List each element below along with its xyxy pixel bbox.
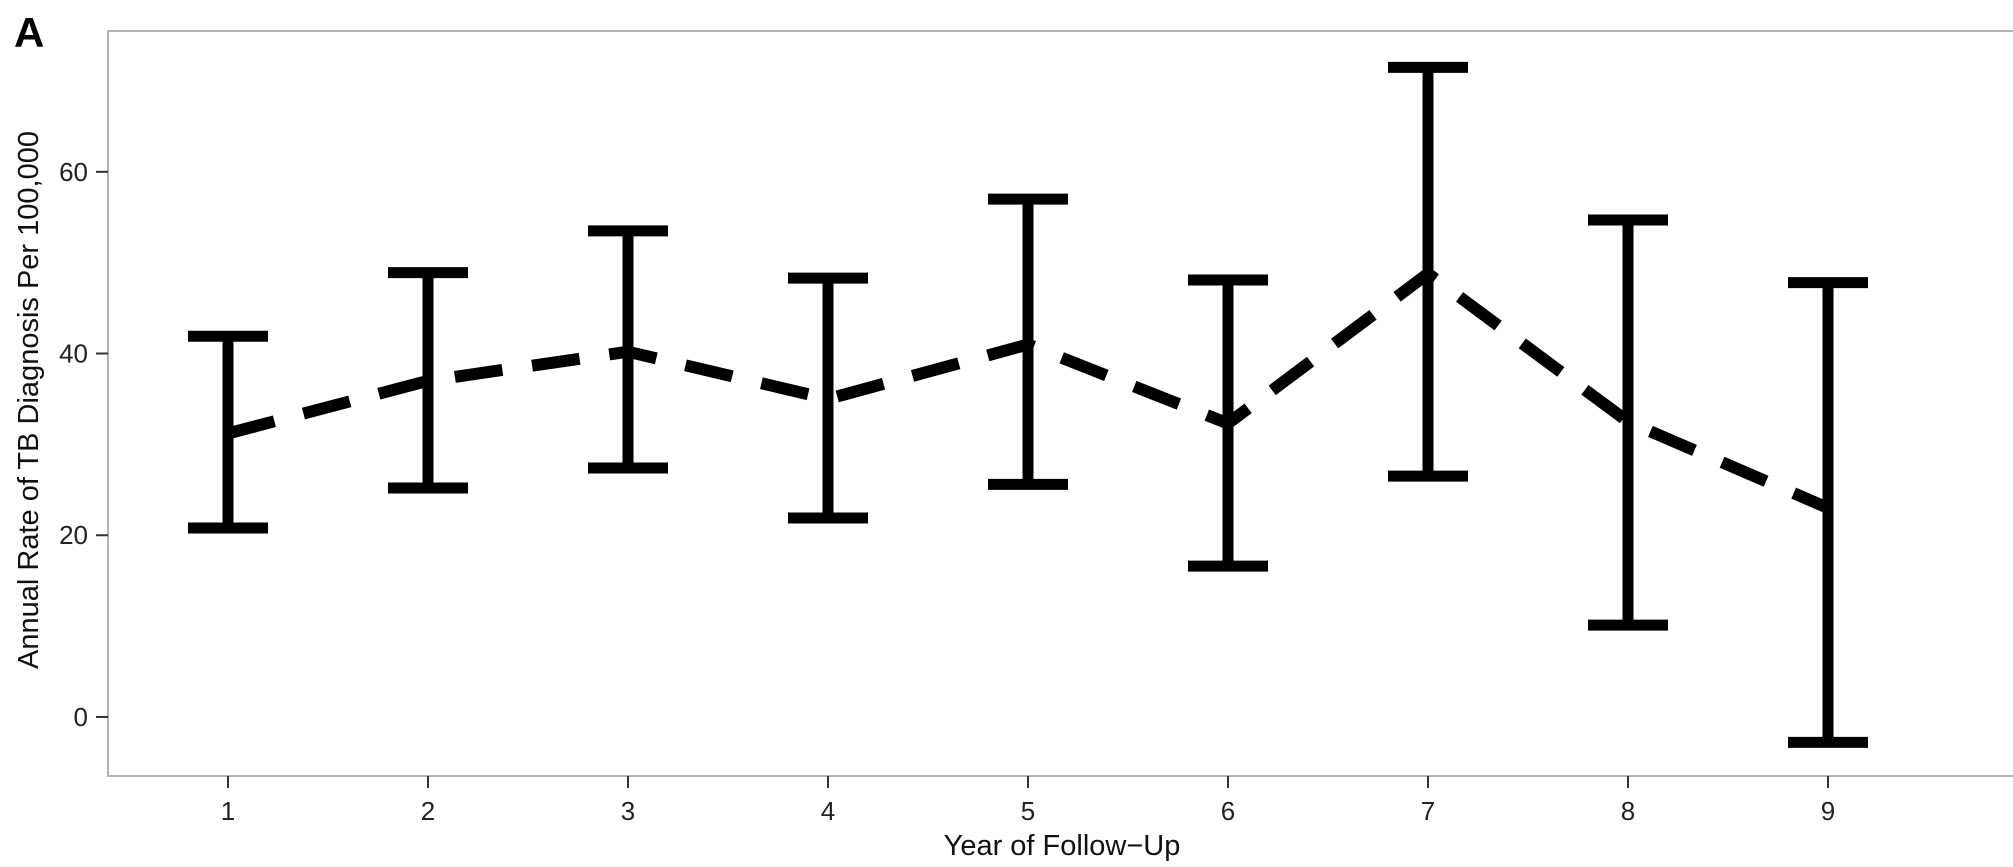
y-tick-label: 20 (59, 520, 88, 550)
x-axis-title: Year of Follow−Up (944, 830, 1181, 862)
error-bar (1588, 214, 1668, 631)
y-tick-label: 0 (74, 702, 88, 732)
x-axis: 1 2 3 4 5 6 7 8 9 (221, 776, 1835, 826)
x-tick-label: 8 (1621, 796, 1635, 826)
series-layer (188, 61, 1868, 748)
y-axis: 0 20 40 60 (59, 157, 108, 732)
x-tick-label: 7 (1421, 796, 1435, 826)
x-tick-label: 4 (821, 796, 835, 826)
y-tick-label: 60 (59, 157, 88, 187)
x-tick-label: 9 (1821, 796, 1835, 826)
y-axis-title: Annual Rate of TB Diagnosis Per 100,000 (13, 131, 45, 669)
plot-panel (107, 30, 2013, 777)
y-tick-label: 40 (59, 339, 88, 369)
x-tick-label: 3 (621, 796, 635, 826)
error-bar (788, 272, 868, 524)
error-bar (388, 267, 468, 494)
x-tick-label: 6 (1221, 796, 1235, 826)
x-tick-label: 1 (221, 796, 235, 826)
x-tick-label: 2 (421, 796, 435, 826)
panel-label: A (14, 9, 44, 56)
series-line (226, 267, 1831, 514)
x-tick-label: 5 (1021, 796, 1035, 826)
error-bar (1788, 277, 1868, 748)
